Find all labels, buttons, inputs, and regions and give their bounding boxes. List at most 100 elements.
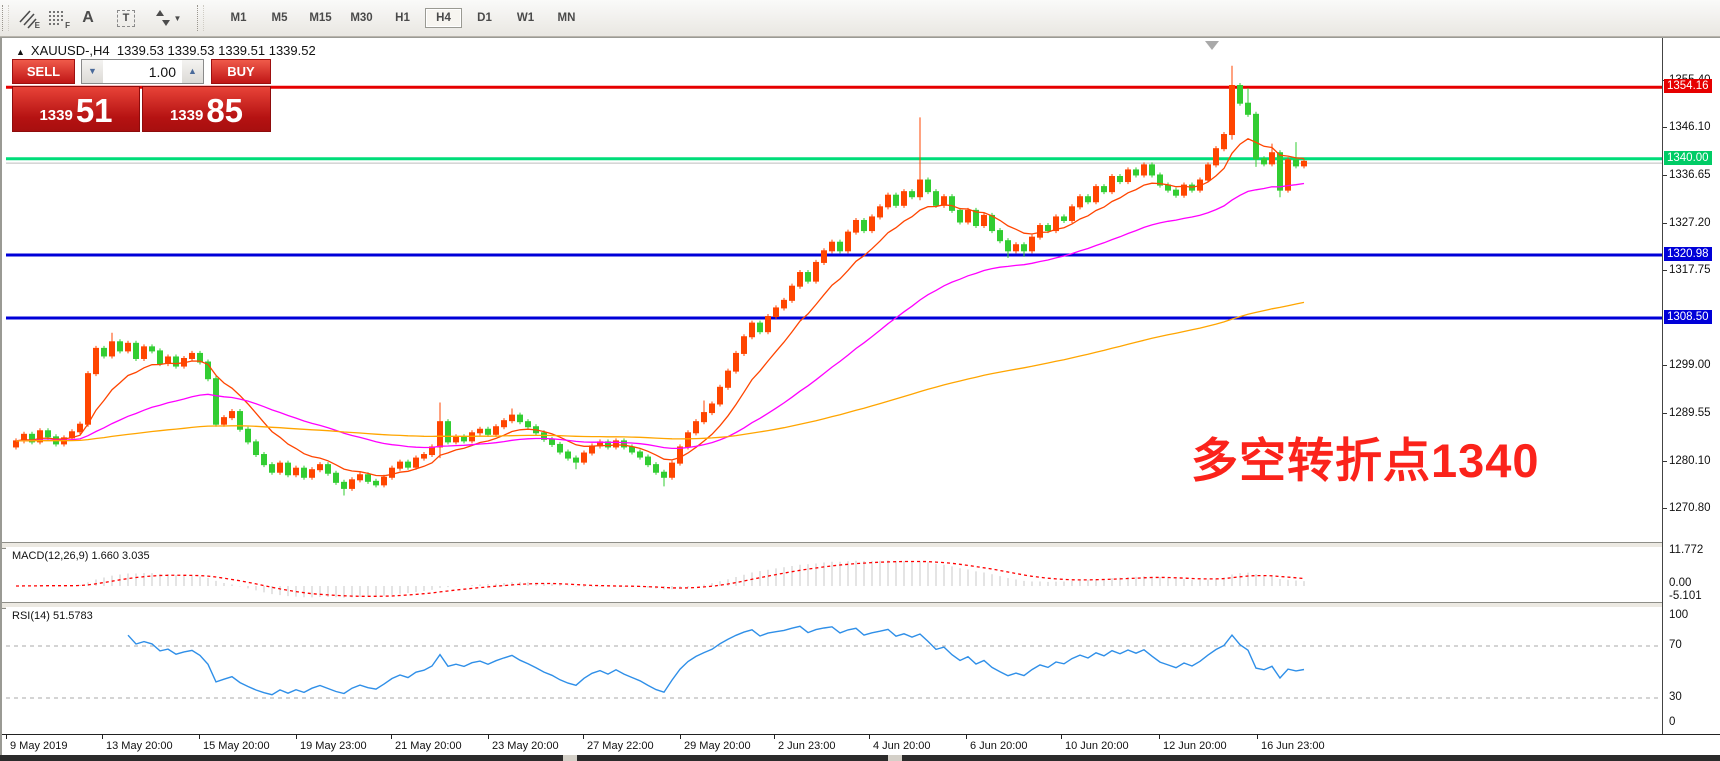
chart-annotation-text: 多空转折点1340 [1191, 434, 1540, 487]
price-axis-label: 1317.75 [1669, 264, 1711, 277]
one-click-trading-panel: SELL ▼ ▲ BUY 1339 51 1339 85 [12, 59, 271, 132]
price-axis-border [1662, 38, 1663, 734]
price-axis-label: 1270.80 [1669, 501, 1711, 514]
time-tick [1061, 735, 1062, 739]
time-tick [680, 735, 681, 739]
time-tick [6, 735, 7, 739]
text-label-tool-icon[interactable]: T [111, 4, 141, 32]
time-axis-label: 21 May 20:00 [395, 740, 462, 752]
time-tick [1257, 735, 1258, 739]
window-splitter [888, 755, 902, 761]
time-tick [1159, 735, 1160, 739]
sell-price-small: 1339 [39, 107, 73, 124]
macd-panel[interactable]: MACD(12,26,9) 1.660 3.035 [6, 547, 1662, 602]
time-axis-label: 2 Jun 23:00 [778, 740, 836, 752]
volume-decrease-button[interactable]: ▼ [82, 60, 103, 83]
buy-price-display[interactable]: 1339 85 [142, 86, 271, 132]
price-axis-label: 1346.10 [1669, 120, 1711, 133]
price-axis-label: 1289.55 [1669, 406, 1711, 419]
toolbar-grip[interactable] [2, 5, 9, 31]
time-tick [296, 735, 297, 739]
rsi-panel[interactable]: RSI(14) 51.5783 [6, 607, 1662, 734]
text-tool-icon[interactable]: A [73, 4, 103, 32]
price-level-badge: 1354.16 [1664, 79, 1712, 94]
price-tick [1663, 365, 1667, 367]
price-chart-panel[interactable]: ▲ XAUUSD-,H4 1339.53 1339.53 1339.51 1339… [6, 39, 1662, 542]
timeframe-bar: M1 M5 M15 M30 H1 H4 D1 W1 MN [218, 8, 587, 28]
time-tick [488, 735, 489, 739]
time-tick [391, 735, 392, 739]
timeframe-button-w1[interactable]: W1 [516, 12, 535, 24]
candlestick-chart[interactable] [6, 39, 1662, 542]
sell-button[interactable]: SELL [12, 59, 75, 84]
timeframe-button-m1[interactable]: M1 [230, 12, 247, 24]
volume-control: ▼ ▲ [81, 59, 204, 84]
price-axis-label: 1299.00 [1669, 359, 1711, 372]
price-axis-label: 1327.20 [1669, 216, 1711, 229]
time-axis[interactable]: 9 May 2019 13 May 20:00 15 May 20:00 19 May… [2, 734, 1720, 757]
arrow-objects-icon[interactable]: ▼ [147, 4, 189, 32]
buy-button[interactable]: BUY [211, 59, 271, 84]
dropdown-caret-icon: ▼ [173, 13, 182, 23]
timeframe-button-m30[interactable]: M30 [350, 12, 373, 24]
price-tick [1663, 460, 1667, 462]
indicator-axis-label: 0.00 [1669, 577, 1692, 589]
time-axis-label: 23 May 20:00 [492, 740, 559, 752]
price-tick [1663, 412, 1667, 414]
indicator-axis-label: 0 [1669, 716, 1676, 728]
price-axis-label: 1280.10 [1669, 454, 1711, 467]
time-axis-label: 6 Jun 20:00 [970, 740, 1028, 752]
timeframe-button-m15[interactable]: M15 [309, 12, 332, 24]
time-axis-label: 4 Jun 20:00 [873, 740, 931, 752]
indicator-axis-label: 11.772 [1669, 544, 1704, 556]
price-tick [1663, 222, 1667, 224]
tool-sub-label: F [65, 21, 70, 30]
time-axis-label: 12 Jun 20:00 [1163, 740, 1227, 752]
timeframe-button-h4[interactable]: H4 [425, 8, 462, 28]
buy-price-small: 1339 [169, 107, 204, 124]
sell-price-big: 51 [75, 92, 113, 129]
sell-price-display[interactable]: 1339 51 [12, 86, 140, 132]
time-tick [869, 735, 870, 739]
time-axis-label: 10 Jun 20:00 [1065, 740, 1129, 752]
text-tool-glyph: A [82, 9, 94, 26]
chart-window: ▲ XAUUSD-,H4 1339.53 1339.53 1339.51 1339… [0, 37, 1720, 757]
price-tick [1663, 507, 1667, 509]
time-axis-label: 13 May 20:00 [106, 740, 173, 752]
time-axis-label: 15 May 20:00 [203, 740, 270, 752]
text-label-glyph: T [117, 9, 135, 27]
indicator-axis-label: 70 [1669, 639, 1682, 651]
price-tick [1663, 174, 1667, 176]
buy-price-big: 85 [206, 92, 244, 129]
timeframe-button-m5[interactable]: M5 [271, 12, 288, 24]
rsi-label: RSI(14) 51.5783 [12, 610, 93, 622]
time-axis-label: 16 Jun 23:00 [1261, 740, 1325, 752]
time-tick [583, 735, 584, 739]
time-axis-label: 29 May 20:00 [684, 740, 751, 752]
timeframe-button-d1[interactable]: D1 [477, 12, 492, 24]
volume-input[interactable] [103, 60, 182, 83]
volume-increase-button[interactable]: ▲ [182, 60, 203, 83]
time-axis-label: 9 May 2019 [10, 740, 68, 752]
time-tick [774, 735, 775, 739]
chart-shift-marker-icon[interactable] [1205, 41, 1219, 50]
symbol-triangle-icon: ▲ [16, 47, 25, 57]
price-level-badge: 1340.00 [1664, 150, 1712, 165]
rsi-chart [6, 625, 1662, 699]
bottom-window-edge [0, 755, 1720, 761]
timeframe-button-mn[interactable]: MN [557, 12, 576, 24]
time-axis-label: 19 May 23:00 [300, 740, 367, 752]
symbol-label: XAUUSD-,H4 [30, 43, 110, 58]
macd-label: MACD(12,26,9) 1.660 3.035 [12, 550, 150, 562]
indicator-axis-label: -5.101 [1669, 590, 1702, 602]
price-tick [1663, 126, 1667, 128]
fibonacci-icon[interactable]: F [43, 4, 73, 32]
price-level-badge: 1320.98 [1664, 246, 1712, 261]
equidistant-channel-icon[interactable]: E [13, 4, 43, 32]
price-axis[interactable]: 1355.401346.101336.651327.201317.751299.… [1663, 38, 1720, 734]
toolbar: E F A T ▼ M1 M5 M15 M30 H1 H4 D1 W1 MN [0, 0, 1720, 37]
toolbar-grip[interactable] [197, 5, 204, 31]
time-tick [102, 735, 103, 739]
timeframe-button-h1[interactable]: H1 [395, 12, 410, 24]
